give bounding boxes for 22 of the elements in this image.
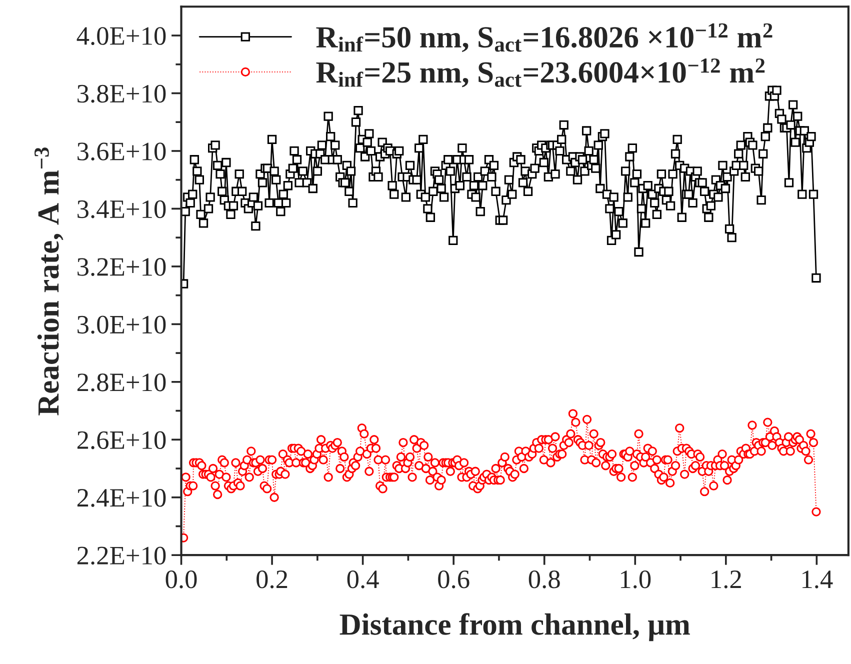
x-tick-label: 0.4 [347, 570, 379, 588]
y-tick-label: 3.6E+10 [78, 142, 166, 161]
y-tick-label: 2.6E+10 [77, 431, 166, 450]
y-tick-label: 2.2E+10 [77, 546, 166, 565]
y-tick-label: 2.4E+10 [77, 488, 166, 507]
y-tick-label: 3.0E+10 [78, 316, 166, 334]
x-tick-label: 1.0 [620, 570, 651, 588]
y-axis-title: Reaction rate, A m$^{−3}$ [34, 147, 64, 416]
legend-label: R$_{inf}$=25 nm, S$_{act}$=23.6004×10$^{−12}$ m$^{2}$ [316, 58, 765, 88]
x-tick-label: 0.0 [166, 570, 197, 588]
x-tick-label: 1.2 [712, 570, 741, 588]
y-tick-label: 4.0E+10 [76, 27, 166, 46]
x-tick-label: 0.2 [256, 570, 288, 588]
y-tick-label: 2.8E+10 [77, 374, 166, 392]
x-tick-label: 0.8 [528, 570, 560, 588]
x-tick-label: 0.6 [438, 570, 470, 588]
y-tick-label: 3.2E+10 [78, 258, 166, 276]
legend-label: R$_{inf}$=50 nm, S$_{act}$=16.8026 ×10$^{−12}$ m$^{2}$ [316, 23, 772, 52]
x-axis-title: Distance from channel, μm [340, 613, 690, 642]
x-tick-label: 1.4 [802, 570, 833, 588]
y-tick-label: 3.4E+10 [78, 200, 166, 218]
y-tick-label: 3.8E+10 [78, 84, 166, 103]
